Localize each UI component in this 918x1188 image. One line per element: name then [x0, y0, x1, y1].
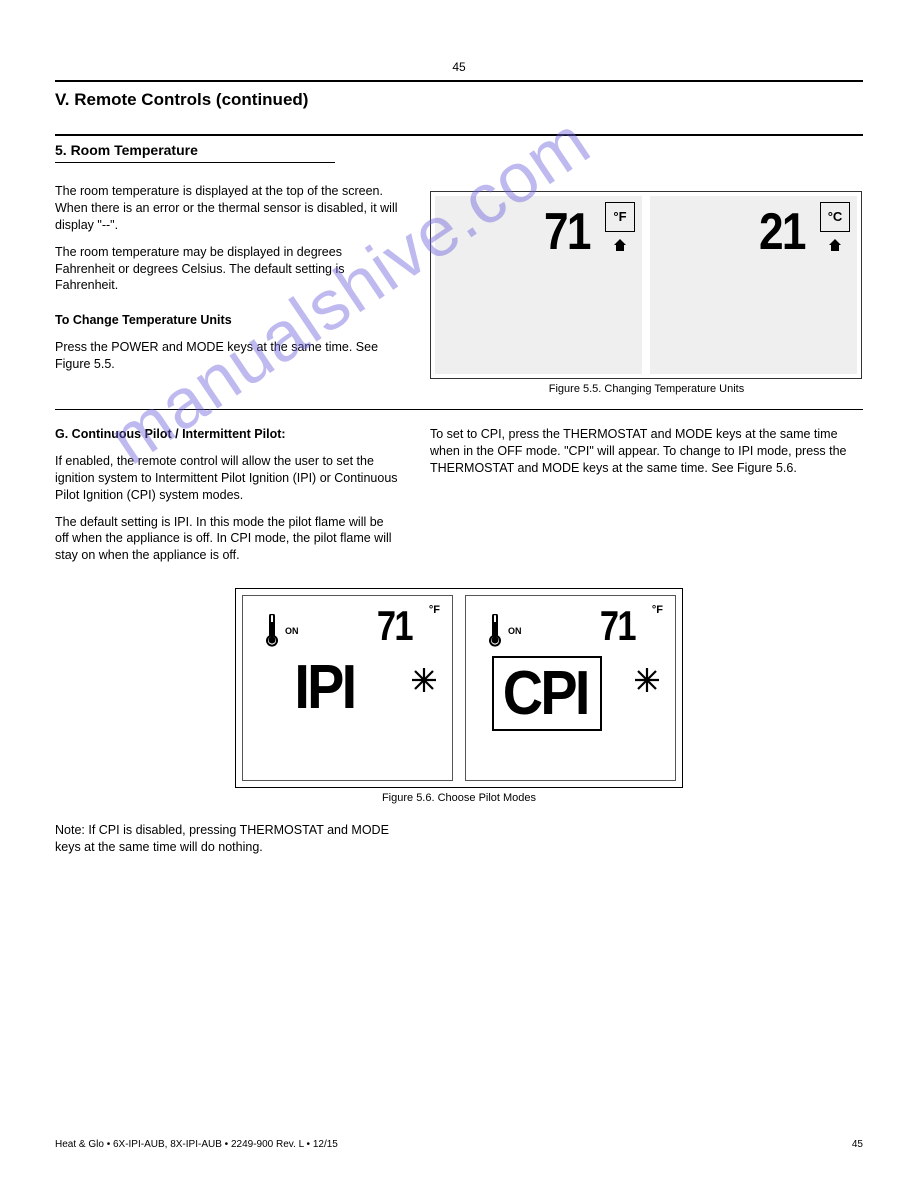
heading-g-title: G. Continuous Pilot / Intermittent Pilot…: [55, 426, 400, 443]
display-panel-celsius: 21 °C: [650, 196, 857, 374]
rule-under-subsection: [55, 162, 335, 163]
lower-content: G. Continuous Pilot / Intermittent Pilot…: [55, 426, 863, 856]
seg-temp-ipi: 71: [377, 602, 412, 650]
big-text-cpi: CPI: [503, 658, 588, 729]
two-column-layout: The room temperature is displayed at the…: [55, 183, 863, 395]
subsection-title: 5. Room Temperature: [55, 142, 863, 158]
rule-mid-divider: [55, 409, 863, 410]
paragraph-room-temp-2: The room temperature may be displayed in…: [55, 244, 400, 295]
page-footer: Heat & Glo • 6X-IPI-AUB, 8X-IPI-AUB • 22…: [55, 1139, 863, 1150]
thermometer-icon: [263, 614, 281, 653]
unit-box-f: °F: [605, 202, 635, 232]
section-title: V. Remote Controls (continued): [55, 90, 863, 110]
big-text-ipi: IPI: [294, 652, 354, 723]
cpi-highlight-box: CPI: [492, 656, 602, 731]
paragraph-g-1a: If enabled, the remote control will allo…: [55, 453, 400, 504]
figure-5-5-box: 71 °F 21 °C: [430, 191, 862, 379]
house-icon: [827, 238, 843, 257]
seg-temp-c: 21: [759, 202, 805, 262]
seg-temp-cpi: 71: [600, 602, 635, 650]
left-column: The room temperature is displayed at the…: [55, 183, 400, 395]
thermometer-icon: [486, 614, 504, 653]
paragraph-g-1b: The default setting is IPI. In this mode…: [55, 514, 400, 565]
seg-temp-f: 71: [544, 202, 590, 262]
snowflake-icon: [410, 666, 438, 701]
figure-5-6-box: ON 71 °F IPI ON 71 °F CPI: [235, 588, 683, 788]
footer-left: Heat & Glo • 6X-IPI-AUB, 8X-IPI-AUB • 22…: [55, 1139, 338, 1150]
unit-box-c: °C: [820, 202, 850, 232]
heading-change-units: To Change Temperature Units: [55, 312, 400, 329]
page-number-top: 45: [55, 60, 863, 74]
paragraph-g-2: To set to CPI, press the THERMOSTAT and …: [430, 426, 863, 477]
paragraph-note: Note: If CPI is disabled, pressing THERM…: [55, 822, 400, 856]
on-label: ON: [285, 626, 299, 636]
figure-5-5-caption: Figure 5.5. Changing Temperature Units: [430, 383, 863, 395]
display-panel-ipi: ON 71 °F IPI: [242, 595, 453, 781]
on-label: ON: [508, 626, 522, 636]
house-icon: [612, 238, 628, 257]
rule-below-section: [55, 134, 863, 136]
unit-ipi: °F: [429, 604, 440, 616]
right-column: 71 °F 21 °C Figure 5.5. Changing Tempera…: [430, 183, 863, 395]
unit-cpi: °F: [652, 604, 663, 616]
snowflake-icon: [633, 666, 661, 701]
paragraph-change-units: Press the POWER and MODE keys at the sam…: [55, 339, 400, 373]
rule-top: [55, 80, 863, 82]
display-panel-cpi: ON 71 °F CPI: [465, 595, 676, 781]
display-panel-fahrenheit: 71 °F: [435, 196, 642, 374]
figure-5-6-caption: Figure 5.6. Choose Pilot Modes: [235, 792, 683, 804]
paragraph-room-temp-1: The room temperature is displayed at the…: [55, 183, 400, 234]
footer-right: 45: [852, 1139, 863, 1150]
